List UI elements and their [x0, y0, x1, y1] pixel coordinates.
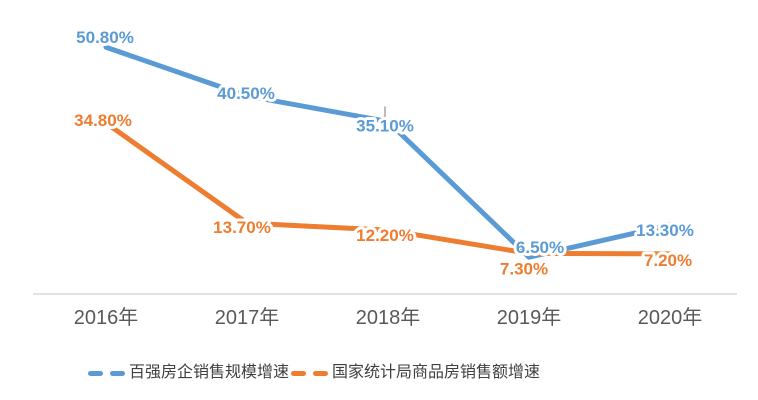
legend-dash-icon [88, 370, 103, 376]
legend-item-nbs: 国家统计局商品房销售额增速 [291, 363, 540, 383]
data-label: 13.70% [213, 218, 271, 237]
chart-legend: 百强房企销售规模增速 国家统计局商品房销售额增速 [88, 363, 542, 383]
data-label: 6.50% [516, 238, 564, 257]
x-axis-tick-label: 2019年 [497, 306, 562, 329]
legend-label: 国家统计局商品房销售额增速 [332, 364, 541, 381]
x-axis-tick-label: 2017年 [215, 306, 280, 329]
data-label: 7.20% [644, 251, 692, 270]
series-line-nbs [103, 120, 673, 257]
legend-dash-icon [110, 370, 125, 376]
legend-dash-icon [291, 370, 307, 376]
data-label: 13.30% [636, 221, 694, 240]
legend-dash-icon [313, 370, 329, 376]
data-label: 40.50% [217, 84, 275, 103]
x-axis-tick-label: 2020年 [638, 306, 703, 329]
data-label: 34.80% [74, 111, 132, 130]
data-label: 7.30% [500, 259, 548, 278]
series-line-top100 [103, 44, 673, 260]
x-axis-tick-label: 2018年 [356, 306, 421, 329]
data-label: 35.10% [356, 117, 414, 136]
data-label-leader-line [520, 261, 549, 267]
legend-item-top100: 百强房企销售规模增速 [88, 363, 289, 383]
line-chart-plot-area: 50.80% 40.50% 35.10% 6.50% 13.30% 34.80% 13.70… [33, 28, 737, 329]
legend-label: 百强房企销售规模增速 [129, 364, 290, 381]
data-label: 12.20% [356, 226, 414, 245]
x-axis-tick-label: 2016年 [74, 306, 139, 329]
data-label: 50.80% [76, 28, 134, 47]
